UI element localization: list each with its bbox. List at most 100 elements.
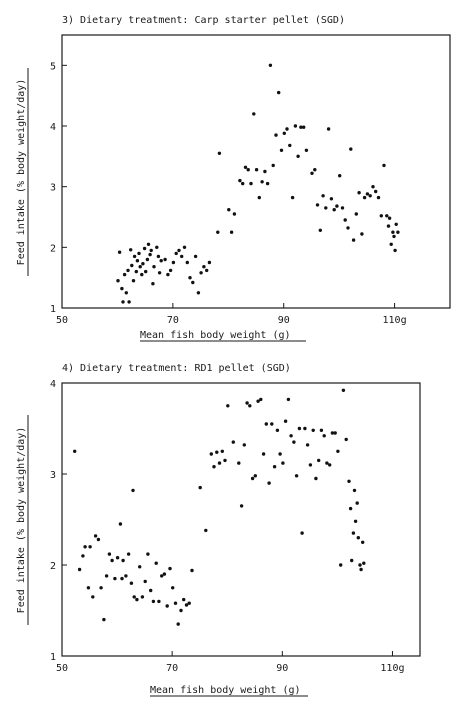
data-point — [116, 279, 120, 283]
data-point — [318, 228, 322, 232]
data-point — [362, 195, 367, 200]
data-point — [315, 203, 320, 207]
data-point — [207, 260, 212, 265]
data-point — [171, 586, 175, 590]
data-point — [73, 449, 77, 453]
data-point — [226, 404, 230, 408]
data-point — [385, 214, 389, 218]
data-point — [261, 452, 266, 456]
data-point — [131, 279, 136, 283]
data-point — [396, 230, 400, 234]
data-point — [330, 431, 335, 435]
data-point — [156, 254, 161, 259]
data-point — [237, 461, 241, 465]
data-point — [239, 504, 244, 508]
data-point — [146, 242, 151, 246]
data-point — [296, 154, 300, 158]
data-point — [146, 552, 150, 556]
data-point — [304, 148, 309, 152]
data-point — [253, 474, 257, 478]
data-point — [173, 601, 178, 605]
data-point — [352, 488, 357, 493]
data-point — [305, 443, 310, 447]
data-point — [321, 194, 325, 198]
data-point — [121, 300, 125, 304]
data-point — [187, 601, 191, 605]
data-point — [217, 151, 222, 155]
data-point — [347, 479, 351, 483]
data-point — [102, 617, 106, 622]
data-point — [180, 254, 184, 259]
data-point — [328, 463, 332, 467]
data-point — [297, 426, 302, 431]
data-point — [148, 252, 152, 257]
data-point — [204, 528, 208, 533]
data-point — [137, 251, 141, 256]
y-tick-label: 2 — [50, 243, 56, 254]
data-point — [271, 163, 275, 168]
data-point — [365, 192, 370, 196]
data-point — [216, 230, 220, 234]
data-point — [281, 461, 285, 465]
data-point — [275, 428, 280, 432]
data-point — [93, 534, 98, 538]
data-point — [387, 216, 392, 220]
data-point — [246, 168, 250, 172]
data-point — [126, 268, 130, 273]
data-point — [121, 558, 125, 563]
data-point — [232, 212, 237, 216]
data-point — [343, 218, 347, 222]
data-point — [96, 537, 101, 542]
data-point — [314, 476, 318, 481]
data-point — [110, 558, 114, 563]
data-point — [134, 269, 138, 274]
data-point — [238, 178, 242, 183]
data-point — [346, 226, 350, 230]
data-point — [313, 168, 317, 172]
data-point — [99, 586, 103, 590]
y-tick-label: 5 — [50, 61, 56, 72]
chart-title: 4) Dietary treatment: RD1 pellet (SGD) — [62, 363, 291, 374]
data-point — [140, 595, 145, 599]
data-point — [357, 191, 361, 195]
data-point — [212, 465, 216, 469]
x-tick-label: 70 — [167, 315, 179, 326]
data-point — [341, 388, 346, 392]
data-point — [138, 565, 142, 569]
data-point — [184, 603, 189, 607]
data-point — [124, 291, 128, 295]
data-point — [249, 181, 253, 186]
y-tick-label: 4 — [50, 122, 56, 133]
data-point — [319, 428, 324, 432]
data-point — [302, 125, 306, 129]
data-point — [157, 599, 161, 604]
data-point — [182, 245, 187, 249]
data-point — [107, 552, 112, 556]
data-point — [160, 574, 164, 578]
data-point — [115, 556, 120, 560]
x-tick-label: 90 — [278, 315, 290, 326]
data-point — [126, 552, 131, 556]
data-point — [374, 189, 378, 194]
data-point — [264, 422, 268, 426]
data-point — [165, 604, 169, 608]
data-point — [389, 242, 393, 246]
x-tick-label: 110g — [380, 663, 404, 674]
x-tick-label: 90 — [276, 663, 288, 674]
data-point — [322, 434, 326, 438]
panel-carp-starter: 3) Dietary treatment: Carp starter pelle… — [16, 15, 451, 342]
data-point — [272, 465, 277, 469]
data-point — [157, 271, 162, 275]
data-point — [259, 397, 263, 402]
data-point — [182, 597, 186, 602]
data-point — [270, 422, 274, 426]
data-point — [154, 561, 158, 565]
data-point — [205, 268, 209, 273]
data-point — [149, 588, 153, 593]
data-point — [129, 581, 134, 585]
data-point — [163, 257, 167, 262]
data-point — [196, 291, 201, 295]
data-point — [317, 458, 321, 463]
data-point — [303, 426, 307, 431]
data-point — [336, 449, 340, 453]
